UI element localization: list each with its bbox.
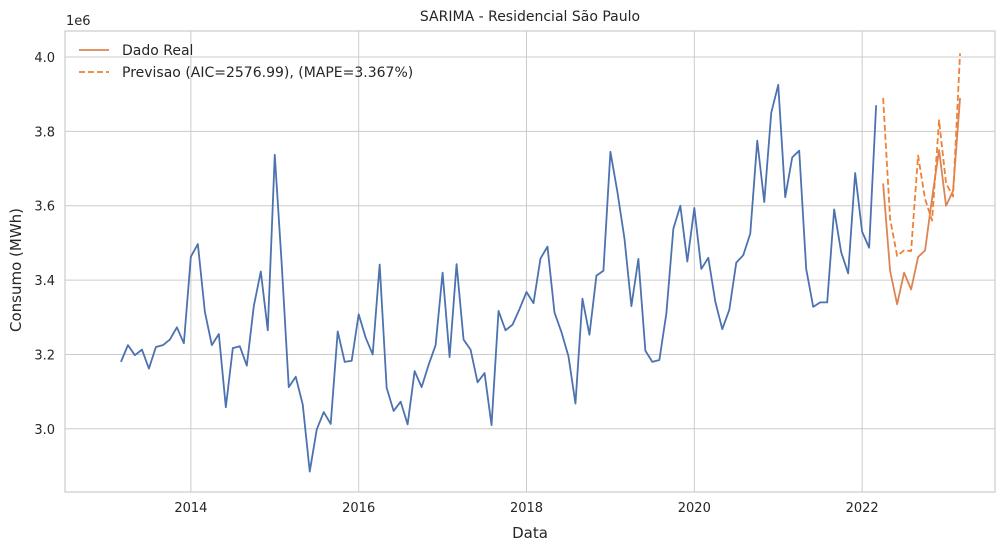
y-tick-label: 3.6 — [34, 200, 55, 215]
y-offset-label: 1e6 — [66, 14, 91, 29]
x-tick-label: 2022 — [846, 501, 879, 516]
series-layer — [120, 53, 961, 473]
series-line-dado-real — [882, 97, 961, 306]
legend: Dado Real Previsao (AIC=2576.99), (MAPE=… — [79, 43, 413, 81]
y-tick-label: 4.0 — [34, 51, 55, 66]
series-line-previsao — [882, 53, 961, 257]
x-tick-label: 2014 — [174, 501, 207, 516]
axes-layer — [64, 30, 996, 493]
x-tick-label: 2018 — [510, 501, 543, 516]
x-tick-label: 2020 — [678, 501, 711, 516]
legend-label-dado-real: Dado Real — [122, 43, 193, 59]
x-tick-label: 2016 — [342, 501, 375, 516]
x-axis-label: Data — [512, 524, 548, 542]
y-tick-label: 3.8 — [34, 125, 55, 140]
y-tick-label: 3.4 — [34, 274, 55, 289]
legend-label-previsao: Previsao (AIC=2576.99), (MAPE=3.367%) — [122, 65, 413, 81]
y-tick-label: 3.2 — [34, 348, 55, 363]
y-tick-label: 3.0 — [34, 423, 55, 438]
tick-layer: 2014 2016 2018 2020 2022 3.0 3.2 3.4 3.6 3.8 4.0 — [34, 51, 878, 516]
chart-title: SARIMA - Residencial São Paulo — [420, 9, 640, 25]
series-line-historico — [120, 84, 878, 473]
grid-layer — [65, 31, 995, 492]
plot-frame — [64, 30, 996, 493]
y-axis-label: Consumo (MWh) — [7, 208, 25, 332]
